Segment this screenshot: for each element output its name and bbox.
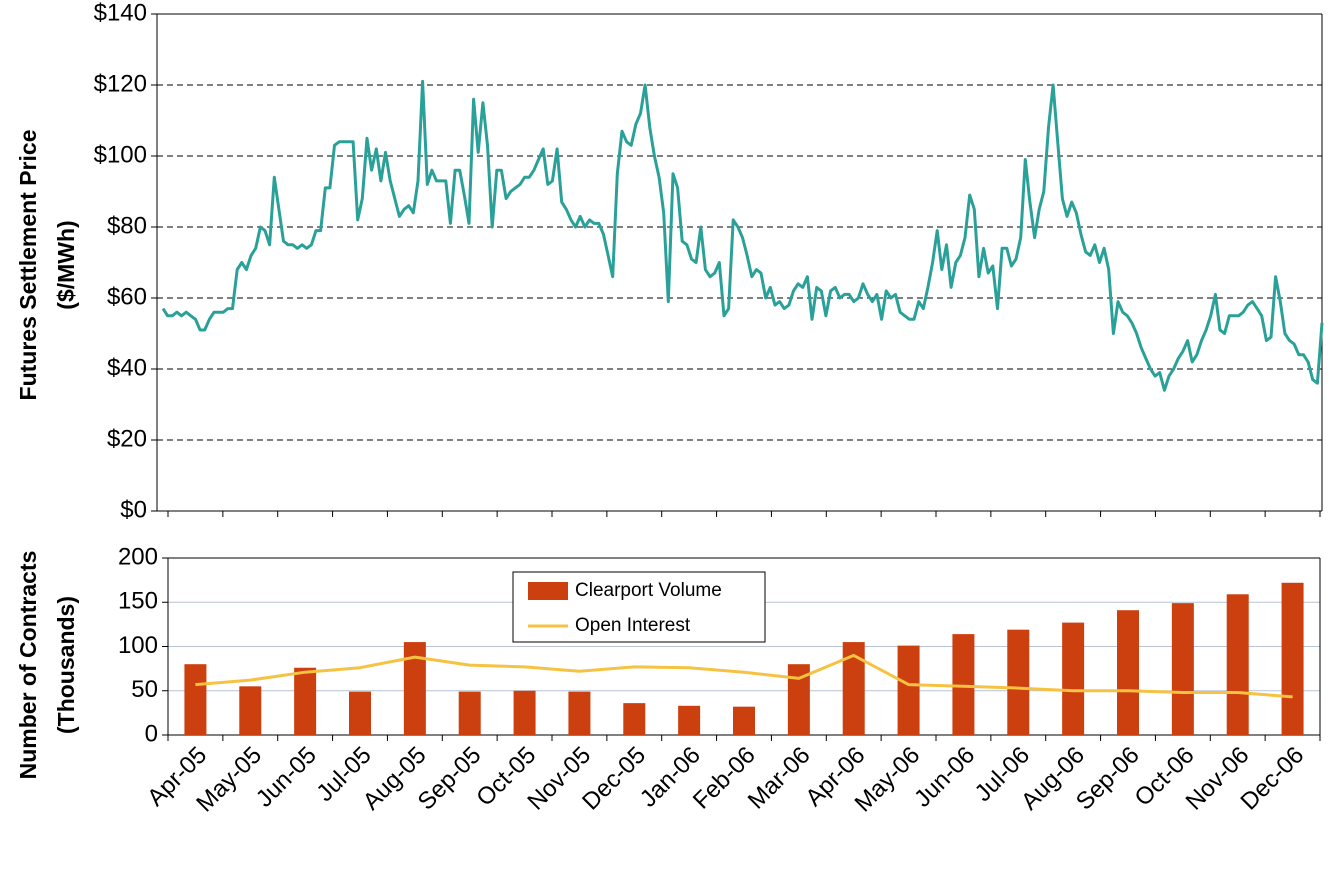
y-axis-title: ($/MWh) xyxy=(53,220,79,309)
bar xyxy=(294,667,317,735)
y-tick-label: $60 xyxy=(107,283,147,310)
x-tick-label: Jun-05 xyxy=(251,742,322,813)
legend-swatch xyxy=(528,582,568,600)
bar xyxy=(1117,610,1139,735)
x-tick-label: Mar-06 xyxy=(743,742,816,815)
y-tick-label: 150 xyxy=(118,588,158,615)
x-tick-label: Dec-05 xyxy=(577,742,651,816)
y-tick-label: $100 xyxy=(94,141,147,168)
y-tick-label: 200 xyxy=(118,543,158,570)
y-tick-label: 0 xyxy=(145,720,158,747)
y-tick-label: $40 xyxy=(107,354,147,381)
bar xyxy=(1226,594,1249,735)
bar xyxy=(952,634,975,735)
x-tick-label: Sep-06 xyxy=(1071,742,1145,816)
y-tick-label: 100 xyxy=(118,632,158,659)
bar xyxy=(733,706,755,735)
y-tick-label: $120 xyxy=(94,70,147,97)
bar xyxy=(1281,582,1304,735)
bar xyxy=(1171,603,1194,735)
y-axis-title: Futures Settlement Price xyxy=(15,130,41,401)
x-tick-label: Jun-06 xyxy=(909,742,980,813)
bar xyxy=(568,691,591,735)
y-tick-label: $20 xyxy=(107,425,147,452)
data-line xyxy=(195,653,1293,699)
bar xyxy=(184,664,207,735)
bar xyxy=(842,642,865,735)
y-tick-label: $80 xyxy=(107,212,147,239)
y-tick-label: $0 xyxy=(120,496,147,523)
x-tick-label: Dec-06 xyxy=(1235,742,1309,816)
bar xyxy=(349,691,371,735)
legend-label: Open Interest xyxy=(575,615,691,636)
data-line xyxy=(161,79,1324,392)
bar xyxy=(1062,622,1085,735)
y-tick-label: $140 xyxy=(94,0,147,26)
bar xyxy=(623,703,646,735)
bar xyxy=(787,664,810,735)
bar xyxy=(403,642,426,735)
y-axis-title: Number of Contracts xyxy=(15,551,41,780)
bar xyxy=(1007,629,1030,735)
x-tick-label: Sep-05 xyxy=(413,742,487,816)
bar xyxy=(513,690,536,735)
y-axis-title: (Thousands) xyxy=(53,596,79,734)
bar xyxy=(239,686,262,735)
y-tick-label: 50 xyxy=(131,676,158,703)
bar xyxy=(678,705,701,735)
bar xyxy=(897,645,920,735)
bar xyxy=(458,691,481,735)
legend-label: Clearport Volume xyxy=(575,580,722,601)
